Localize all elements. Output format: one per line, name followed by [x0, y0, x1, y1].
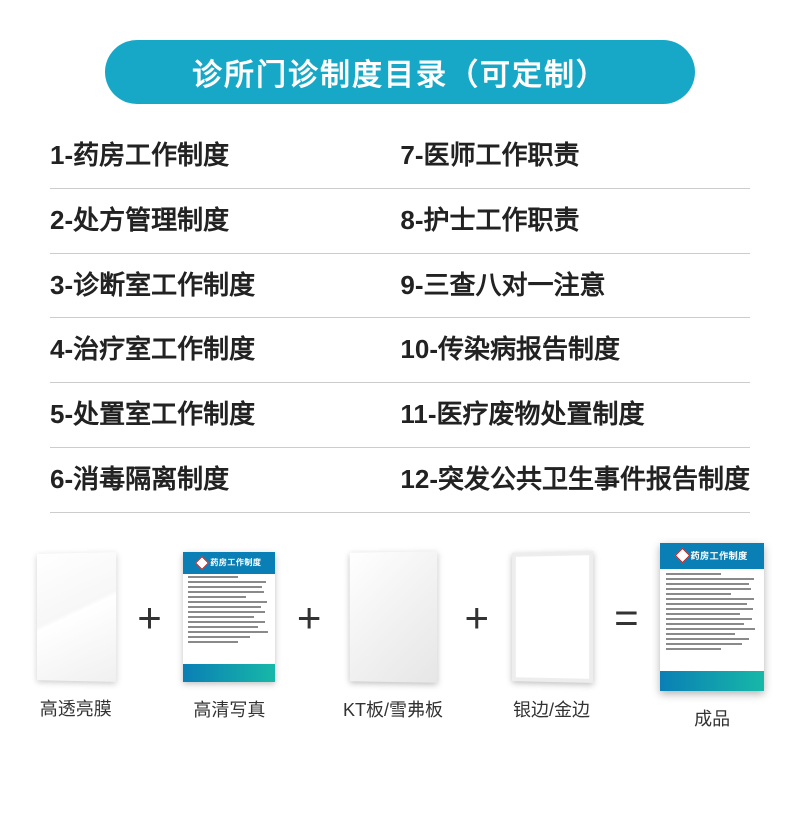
eq-label: 高透亮膜 [40, 695, 112, 721]
poster-body-lines [188, 576, 270, 662]
list-item: 10-传染病报告制度 [370, 318, 750, 383]
list-item: 5-处置室工作制度 [50, 383, 370, 448]
plus-icon: + [137, 597, 162, 677]
list-item: 2-处方管理制度 [50, 189, 370, 254]
list-item: 8-护士工作职责 [370, 189, 750, 254]
header-pill: 诊所门诊制度目录（可定制） [105, 40, 695, 104]
assembly-equation: 高透亮膜 + 药房工作制度 高清写真 + KT板/雪弗板 + [0, 513, 800, 731]
frame-graphic [512, 551, 593, 683]
eq-part-print: 药房工作制度 高清写真 [183, 552, 275, 722]
poster-graphic: 药房工作制度 [183, 552, 275, 682]
list-item: 4-治疗室工作制度 [50, 318, 370, 383]
list-item: 6-消毒隔离制度 [50, 448, 370, 513]
medical-cross-icon [195, 556, 209, 570]
eq-part-board: KT板/雪弗板 [343, 552, 443, 722]
eq-label: KT板/雪弗板 [343, 696, 443, 722]
list-item: 11-医疗废物处置制度 [370, 383, 750, 448]
eq-part-frame: 银边/金边 [511, 552, 593, 722]
list-item: 1-药房工作制度 [50, 124, 370, 189]
list-item: 3-诊断室工作制度 [50, 254, 370, 319]
poster-title: 药房工作制度 [691, 549, 748, 562]
header-title: 诊所门诊制度目录（可定制） [192, 50, 608, 94]
eq-label: 银边/金边 [513, 696, 590, 722]
eq-part-final: 药房工作制度 成品 [660, 543, 764, 731]
medical-cross-icon [674, 548, 690, 564]
kt-board-graphic [350, 551, 438, 683]
policy-list-grid: 1-药房工作制度 7-医师工作职责 2-处方管理制度 8-护士工作职责 3-诊断… [0, 124, 800, 513]
eq-label: 成品 [694, 705, 730, 731]
final-product-graphic: 药房工作制度 [660, 543, 764, 691]
equals-icon: = [614, 597, 639, 677]
list-item: 12-突发公共卫生事件报告制度 [370, 448, 750, 513]
eq-label: 高清写真 [193, 696, 265, 722]
plus-icon: + [465, 597, 490, 677]
poster-body-lines [666, 573, 758, 669]
list-item: 9-三查八对一注意 [370, 254, 750, 319]
plus-icon: + [297, 597, 322, 677]
poster-title: 药房工作制度 [210, 557, 261, 568]
list-item: 7-医师工作职责 [370, 124, 750, 189]
eq-part-film: 高透亮膜 [36, 553, 116, 721]
film-board-graphic [37, 552, 116, 682]
